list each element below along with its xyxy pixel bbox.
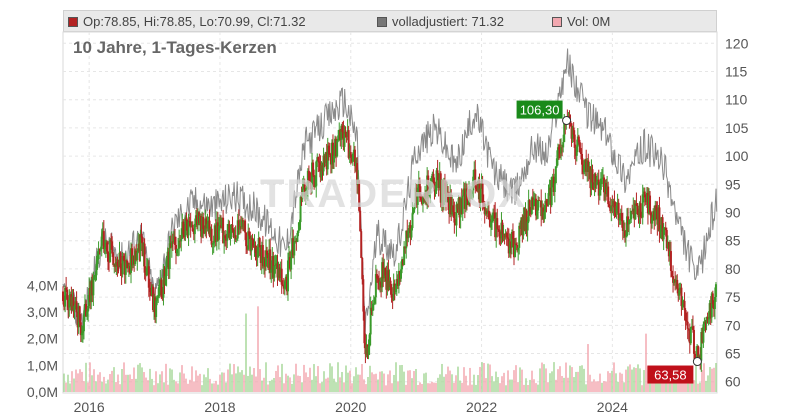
y-tick-label: 115 bbox=[725, 63, 748, 79]
volume-tick-label: 1,0M bbox=[27, 357, 58, 373]
volume-tick-label: 4,0M bbox=[27, 277, 58, 293]
legend-adjusted-label: volladjustiert: 71.32 bbox=[392, 14, 505, 29]
volume-tick-label: 3,0M bbox=[27, 304, 58, 320]
legend-adjusted-swatch bbox=[377, 17, 387, 27]
y-tick-label: 80 bbox=[725, 261, 741, 277]
x-tick-label: 2024 bbox=[597, 399, 628, 415]
low-label-box bbox=[647, 365, 694, 384]
y-tick-label: 90 bbox=[725, 205, 741, 221]
y-tick-label: 70 bbox=[725, 317, 741, 333]
low-marker bbox=[692, 357, 702, 367]
y-tick-label: 110 bbox=[725, 92, 748, 108]
volume-tick-label: 0,0M bbox=[27, 384, 58, 400]
x-tick-label: 2018 bbox=[204, 399, 235, 415]
y-tick-label: 100 bbox=[725, 148, 749, 164]
legend-ohlc[interactable]: Op:78.85, Hi:78.85, Lo:70.99, Cl:71.32 bbox=[68, 14, 306, 29]
high-label: 106,30 bbox=[520, 103, 560, 118]
y-tick-label: 85 bbox=[725, 233, 741, 249]
high-marker bbox=[562, 116, 572, 126]
low-label: 63,58 bbox=[654, 368, 687, 383]
legend-ohlc-swatch bbox=[68, 17, 78, 27]
x-tick-label: 2020 bbox=[335, 399, 366, 415]
x-tick-label: 2016 bbox=[74, 399, 105, 415]
volume-tick-label: 2,0M bbox=[27, 331, 58, 347]
legend-volume[interactable]: Vol: 0M bbox=[552, 14, 610, 29]
legend-volume-label: Vol: 0M bbox=[567, 14, 611, 29]
legend-adjusted[interactable]: volladjustiert: 71.32 bbox=[377, 14, 504, 29]
legend-volume-swatch bbox=[552, 17, 562, 27]
chart-title: 10 Jahre, 1-Tages-Kerzen bbox=[73, 38, 277, 57]
y-tick-label: 65 bbox=[725, 346, 741, 362]
y-tick-label: 75 bbox=[725, 289, 741, 305]
y-tick-label: 120 bbox=[725, 35, 749, 51]
y-tick-label: 60 bbox=[725, 374, 741, 390]
watermark: TRADERFOX bbox=[260, 172, 527, 216]
x-tick-label: 2022 bbox=[466, 399, 497, 415]
high-label-box bbox=[516, 100, 563, 119]
legend-ohlc-label: Op:78.85, Hi:78.85, Lo:70.99, Cl:71.32 bbox=[83, 14, 306, 29]
y-tick-label: 95 bbox=[725, 176, 741, 192]
legend: Op:78.85, Hi:78.85, Lo:70.99, Cl:71.32 v… bbox=[63, 10, 717, 32]
y-tick-label: 105 bbox=[725, 120, 749, 136]
